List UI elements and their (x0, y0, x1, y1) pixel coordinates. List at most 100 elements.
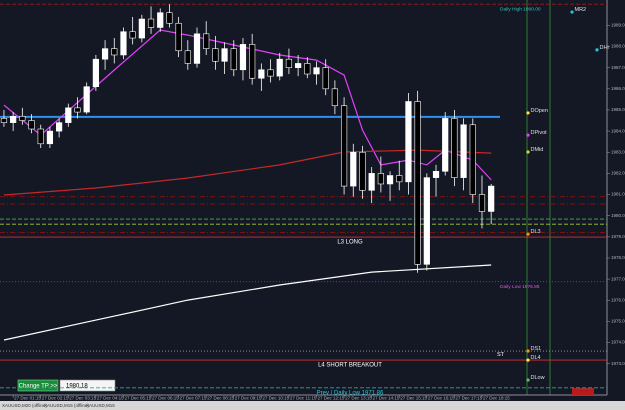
change-tp-button[interactable] (17, 379, 59, 392)
candle-body (101, 48, 109, 60)
candle-body (19, 116, 26, 121)
x-tick-label: 27 Dec 07:15 (180, 396, 207, 401)
level-label: L4 SHORT BREAKOUT (318, 363, 382, 369)
pivot-dot (526, 150, 530, 154)
candle-body (221, 48, 228, 62)
ma-line (3, 264, 492, 341)
candle-body (111, 48, 118, 56)
pivot-label: DL3 (531, 229, 541, 235)
y-tick-label: 1983.00 (611, 149, 625, 154)
pivot-dot (526, 358, 530, 362)
price-input[interactable] (59, 379, 116, 392)
candle-body (304, 63, 311, 75)
pivot-label: DPivot (531, 130, 548, 136)
candle-body (478, 194, 486, 212)
pivot-label: DMid (531, 147, 544, 153)
y-tick-label: 1973.00 (611, 361, 625, 366)
candle-body (212, 48, 219, 62)
x-tick-label: 27 Dec 17:15 (455, 396, 482, 401)
y-tick-label: 1977.00 (611, 276, 625, 281)
x-tick-label: 27 Dec 06:15 (152, 396, 179, 401)
y-tick-label: 1978.00 (611, 255, 625, 260)
pivot-label: DHi (600, 45, 609, 51)
level-label: Daily Low 1976.88 (500, 284, 540, 290)
candle-body (92, 58, 99, 87)
candle-body (469, 124, 476, 195)
candle-body (10, 116, 17, 123)
candle-body (46, 130, 54, 145)
candle-body (267, 69, 274, 77)
candle-body (193, 33, 201, 64)
candle-body (331, 88, 338, 107)
level-label: Daily High 1990.00 (500, 6, 541, 12)
x-tick-label: 27 Dec 02:15 (42, 396, 69, 401)
y-tick-label: 1982.00 (611, 171, 625, 176)
price-input-text[interactable]: 1980.18 (66, 384, 88, 390)
candle-body (396, 175, 403, 183)
y-tick-label: 1984.00 (611, 128, 625, 133)
x-tick-label: 27 Dec 08:15 (207, 396, 234, 401)
indicator-box (572, 388, 594, 395)
pivot-dot (570, 10, 574, 14)
candle-body (157, 12, 164, 28)
pivot-dot (526, 232, 530, 236)
y-tick-label: 1981.00 (611, 192, 625, 197)
candle-body (258, 69, 265, 79)
y-tick-label: 1986.00 (611, 86, 625, 91)
ma-line (3, 29, 492, 181)
x-tick-label: 27 Dec 13:15 (345, 396, 372, 401)
x-tick-label: 27 Dec 03:15 (69, 396, 96, 401)
candle-body (65, 107, 72, 123)
x-tick-label: 27 Dec 04:15 (97, 396, 124, 401)
button-label[interactable]: Change TP >> (19, 384, 58, 390)
candle-body (147, 18, 155, 28)
pivot-dot (526, 133, 530, 137)
candle-body (249, 44, 256, 79)
y-tick-label: 1985.00 (611, 107, 625, 112)
candle-body (340, 105, 348, 187)
tab-strip (0, 401, 625, 410)
pivot-label: ST (497, 352, 505, 358)
candle-body (203, 33, 210, 49)
x-tick-label: 27 Dec 12:15 (318, 396, 345, 401)
candle-body (239, 44, 247, 71)
pivot-label: DLow (531, 375, 545, 381)
candle-body (56, 122, 63, 132)
candle-body (359, 151, 366, 191)
x-tick-label: 27 Dec 18:15 (483, 396, 510, 401)
y-tick-label: 1979.00 (611, 234, 625, 239)
pivot-dot (595, 48, 599, 52)
y-tick-label: 1976.00 (611, 297, 625, 302)
pivot-label: MR2 (575, 7, 587, 13)
x-tick-label: 27 Dec 11:15 (290, 396, 317, 401)
candle-body (313, 67, 320, 75)
candle-body (451, 118, 458, 178)
candle-body (423, 177, 430, 265)
pivot-label: DOpen (531, 108, 548, 114)
candle-body (285, 58, 293, 68)
x-tick-label: 27 Dec 01:15 (14, 396, 41, 401)
y-tick-label: 1988.00 (611, 44, 625, 49)
candle-body (368, 173, 375, 191)
pivot-label: DL4 (531, 355, 541, 361)
candle-body (276, 58, 283, 77)
candle-body (432, 170, 440, 178)
candle-body (37, 128, 44, 145)
pivot-label: DS1 (531, 346, 542, 352)
y-tick-label: 1989.00 (611, 23, 625, 28)
y-tick-label: 1975.00 (611, 319, 625, 324)
level-label: L3 LONG (337, 240, 363, 246)
x-tick-label: 27 Dec 10:15 (262, 396, 289, 401)
tab-label: XAUUSD,M20 (offline) (2, 403, 47, 408)
pivot-dot (526, 111, 530, 115)
x-tick-label: 27 Dec 05:15 (124, 396, 151, 401)
pivot-dot (526, 349, 530, 353)
tab-label: XAUUSD,M15 (offline) (44, 403, 89, 408)
candle-body (405, 101, 412, 183)
candle-body (120, 31, 127, 56)
candle-body (414, 101, 421, 265)
candle-body (230, 48, 237, 71)
candle-body (0, 118, 8, 123)
